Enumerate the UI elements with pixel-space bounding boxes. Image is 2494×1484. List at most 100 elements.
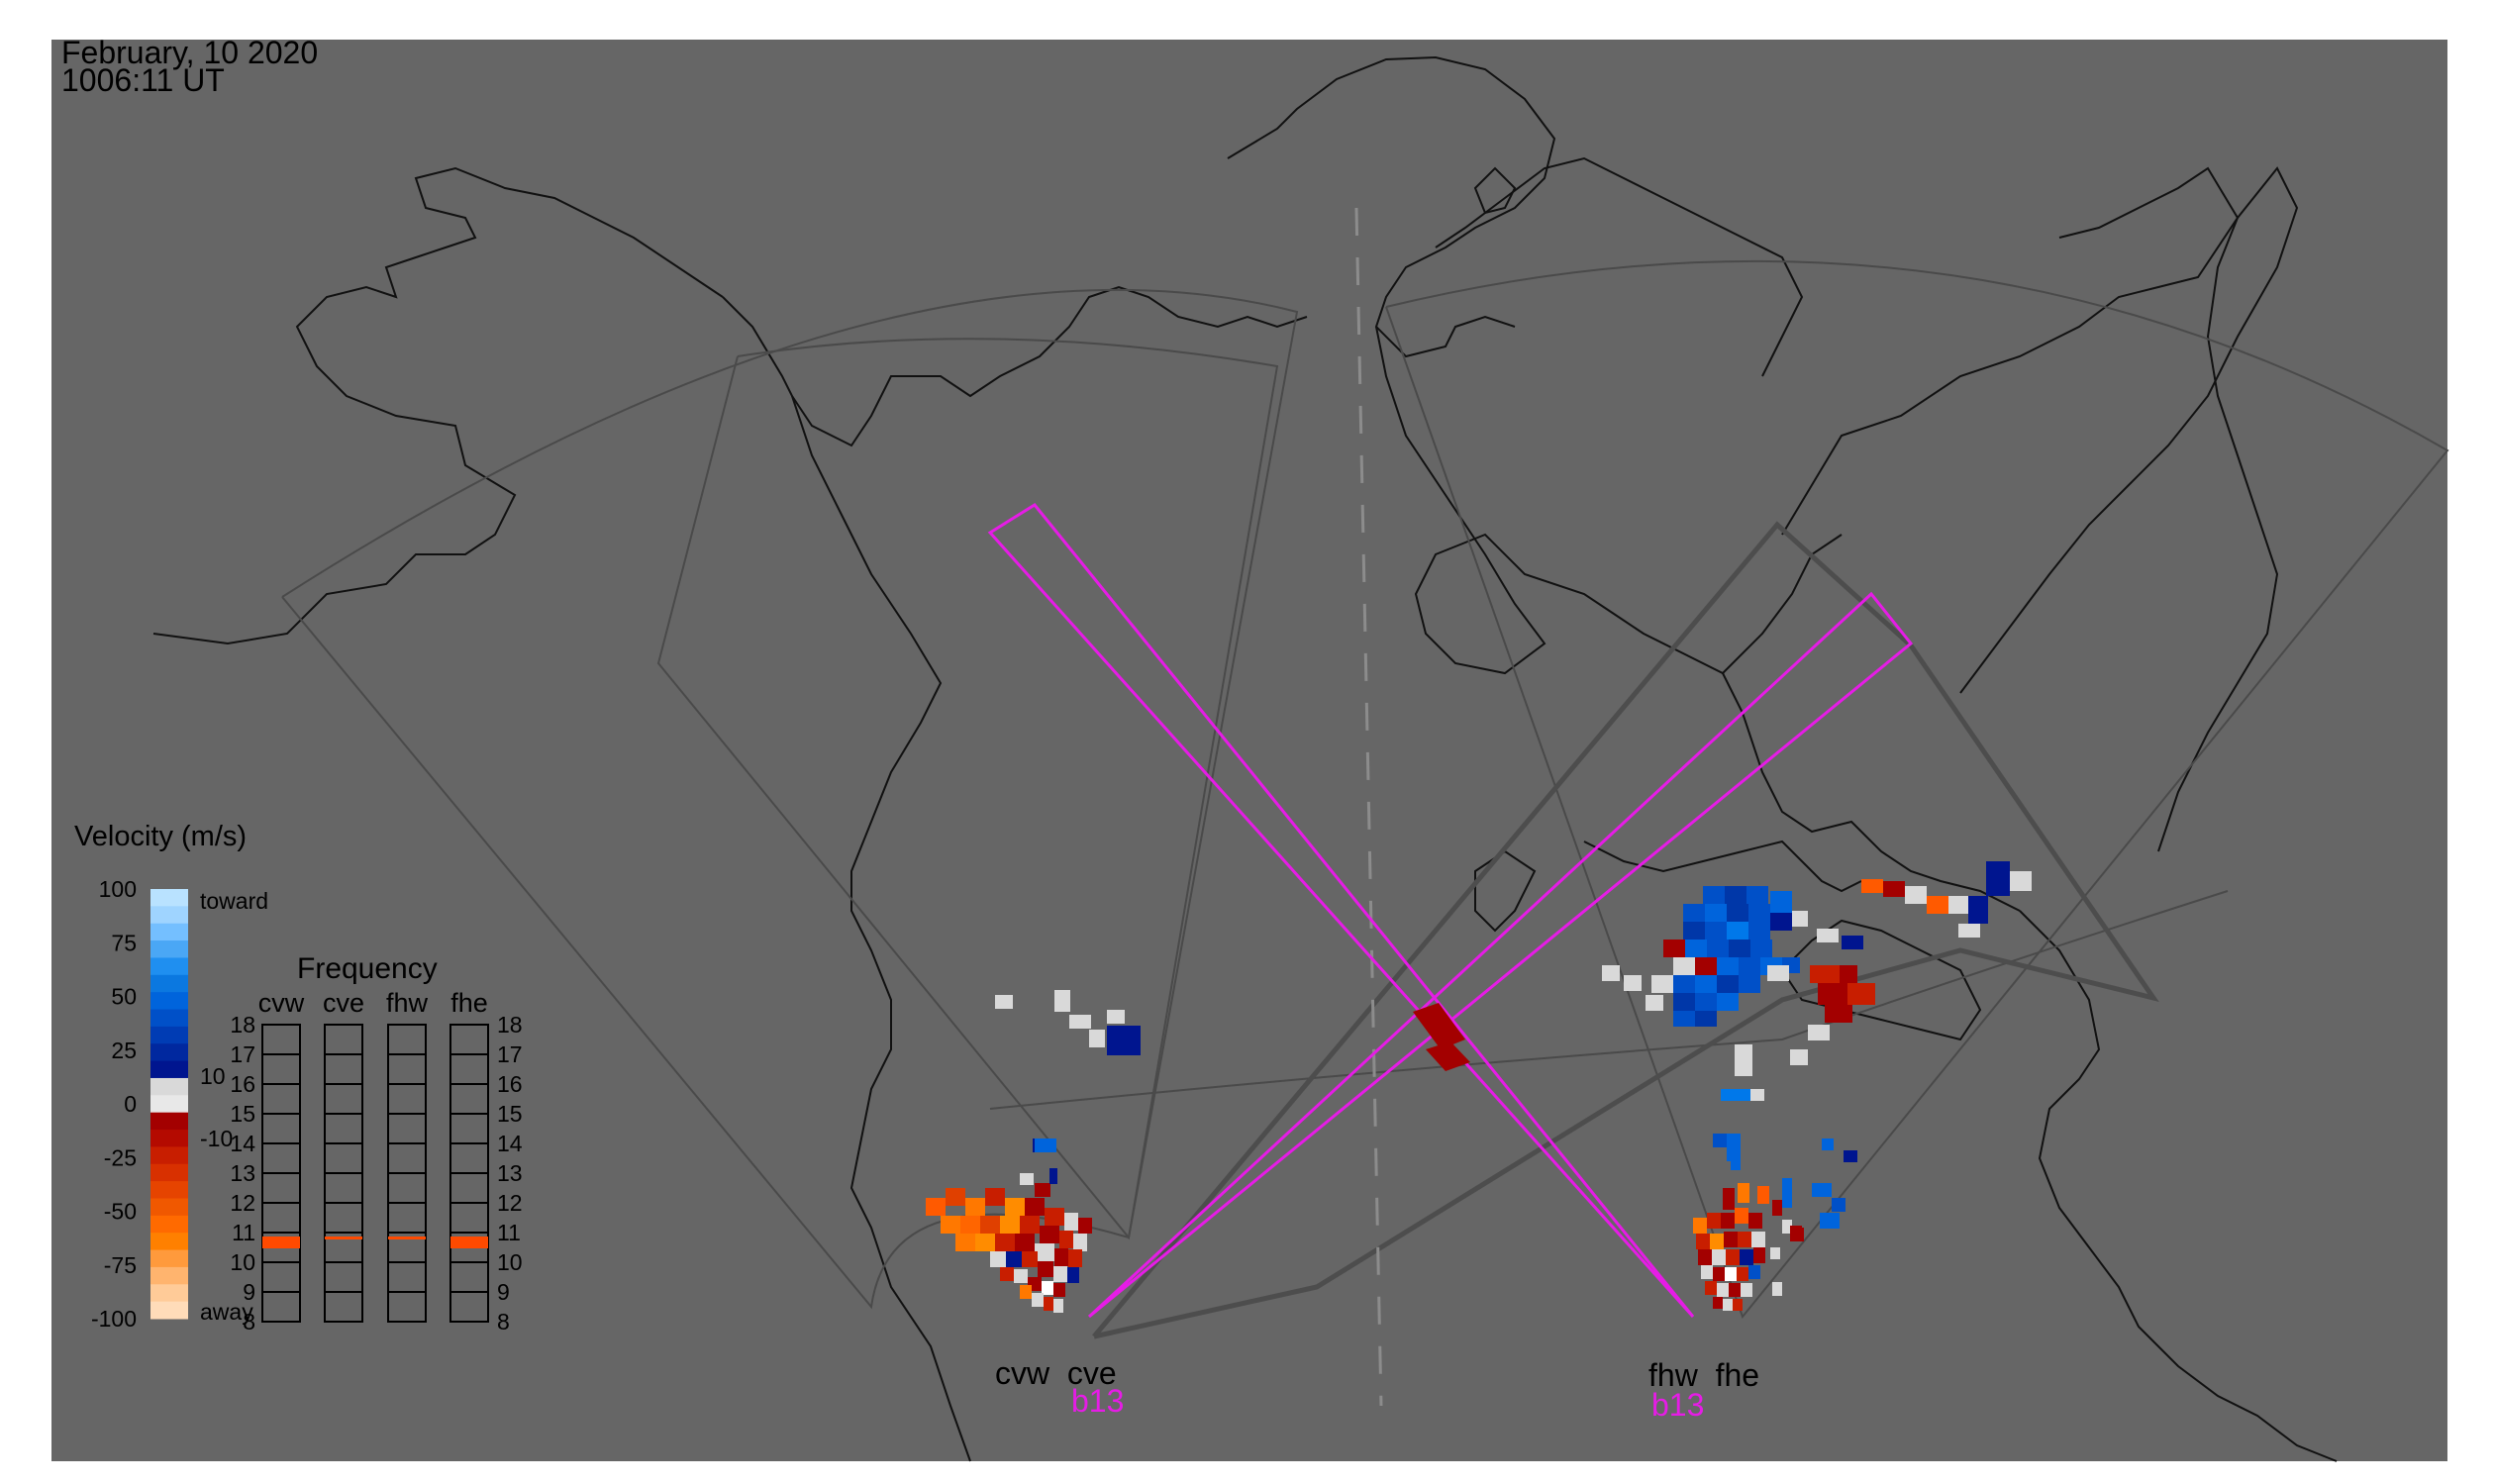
legend-tick-label: 0 [124, 1091, 137, 1117]
fan-cell [1015, 1234, 1035, 1251]
echo-cell [1705, 922, 1727, 940]
frequency-cell [449, 1291, 489, 1323]
echo-cell [1832, 1198, 1846, 1212]
legend-tick-label: -100 [91, 1306, 137, 1332]
frequency-marker [388, 1237, 426, 1239]
fan-cell [1748, 1213, 1762, 1229]
frequency-tick-right: 11 [497, 1220, 521, 1245]
fan-cell [1025, 1198, 1045, 1216]
fan-cell [985, 1188, 1005, 1206]
legend-color-step [150, 1198, 188, 1217]
echo-cell [1750, 940, 1772, 957]
fan-cell [1035, 1183, 1050, 1197]
fan-cell [1721, 1213, 1735, 1229]
frequency-cell [387, 1291, 427, 1323]
echo-cell [1883, 881, 1905, 897]
beam-layer [987, 503, 1914, 1319]
east-radar-label: fhw fhe [1648, 1357, 1759, 1393]
fan-cell [1713, 1267, 1725, 1281]
echo-cell [1767, 965, 1789, 981]
eastern-coastline [2019, 910, 2338, 1462]
legend-color-step [150, 906, 188, 925]
echo-cell [1673, 993, 1695, 1011]
baffin-coastline [1435, 156, 1804, 377]
fan-cell [1782, 1220, 1792, 1234]
fan-cell [1751, 1232, 1765, 1247]
legend-tick-label: 100 [99, 876, 137, 902]
echo-cell [1782, 1178, 1792, 1208]
fan-cell [1748, 1265, 1760, 1279]
west-radar-label: cvw cve [995, 1355, 1117, 1391]
scandinavia-coastline [2058, 166, 2279, 852]
east-fov-boundary [1385, 259, 2449, 1320]
legend-color-step [150, 1266, 188, 1285]
fan-cell [1712, 1249, 1726, 1265]
echo-cell [1812, 1183, 1832, 1197]
legend-color-step [150, 1215, 188, 1234]
echo-cell [1825, 1005, 1852, 1023]
frequency-header-fhw: fhw [386, 988, 429, 1018]
echo-cell [1750, 1089, 1764, 1101]
dashed-meridian [1354, 207, 1383, 1407]
fan-cell [1693, 1218, 1707, 1234]
fan-cell [975, 1234, 995, 1251]
threshold-pos-label: 10 [200, 1063, 226, 1089]
fan-cell [1737, 1267, 1748, 1281]
echo-cell [1685, 940, 1707, 957]
echo-cell [1739, 957, 1760, 975]
echo-cell [1035, 1138, 1056, 1152]
echo-cell [995, 995, 1013, 1009]
frequency-tick-left: 9 [243, 1279, 255, 1305]
frequency-tick-right: 18 [497, 1012, 523, 1038]
gulf-coastline [1583, 840, 1862, 893]
frequency-tick-left: 16 [230, 1071, 255, 1097]
scattered-echoes [995, 990, 1141, 1152]
echo-cell [1861, 879, 1883, 893]
date-label: February, 10 2020 [61, 35, 319, 70]
legend-color-step [150, 1301, 188, 1320]
frequency-tick-right: 15 [497, 1101, 523, 1127]
fan-cell [1053, 1299, 1063, 1313]
threshold-neg-label: -10 [200, 1126, 233, 1151]
fan-cell [1772, 1200, 1782, 1216]
fan-cell [926, 1198, 946, 1216]
east-fov-thick [1092, 521, 2159, 1339]
echo-cell [1054, 990, 1070, 1012]
west-radar-fan [926, 1138, 1092, 1313]
echo-cell [1810, 965, 1840, 983]
fan-cell [995, 1234, 1015, 1251]
legend-color-step [150, 923, 188, 941]
fan-cell [1020, 1216, 1040, 1234]
legend-color-step [150, 1095, 188, 1114]
frequency-header-cvw: cvw [258, 988, 305, 1018]
frequency-tick-left: 13 [230, 1160, 255, 1186]
echo-cell [1717, 993, 1739, 1011]
echo-cell [1673, 1011, 1695, 1027]
echo-cell [1968, 896, 1988, 924]
echo-cell [1727, 922, 1748, 940]
frequency-tick-left: 17 [230, 1041, 255, 1067]
fan-cell [1042, 1281, 1053, 1295]
frequency-columns [261, 1024, 489, 1323]
legend-color-step [150, 940, 188, 958]
frequency-scale-right: 18 17 16 15 14 13 12 11 10 9 8 [497, 1012, 523, 1335]
echo-cell [1646, 995, 1663, 1011]
fan-cell [1035, 1243, 1054, 1261]
fan-cell [1753, 1247, 1765, 1263]
fan-cell [1005, 1198, 1025, 1216]
fan-cell [1733, 1299, 1743, 1311]
east-echo-cluster [1602, 861, 2032, 1241]
legend-color-step [150, 1077, 188, 1096]
legend-tick-label: 50 [111, 984, 137, 1010]
fan-cell [1713, 1297, 1723, 1309]
northwest-coastline [722, 285, 1308, 447]
west-coastline [791, 395, 971, 1462]
away-label: away [200, 1299, 253, 1325]
fan-cell [1696, 1234, 1710, 1249]
legend-color-step [150, 1009, 188, 1028]
fan-cell [1053, 1283, 1065, 1297]
frequency-marker [325, 1237, 362, 1239]
frequency-header-cve: cve [323, 988, 364, 1018]
fan-cell [941, 1216, 960, 1234]
labrador-coastline [1722, 672, 2021, 912]
